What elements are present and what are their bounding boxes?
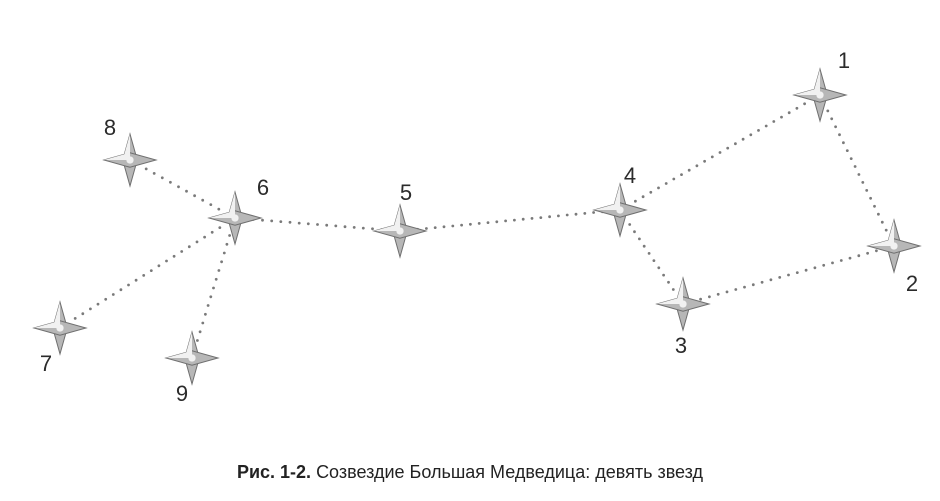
star-label-8: 8 bbox=[104, 115, 116, 141]
star-label-5: 5 bbox=[400, 180, 412, 206]
caption-prefix: Рис. 1-2. bbox=[237, 462, 311, 482]
star-label-1: 1 bbox=[838, 48, 850, 74]
star-label-3: 3 bbox=[675, 333, 687, 359]
star-node bbox=[166, 332, 218, 384]
constellation-figure: 1 2 3 4 5 6 7 8 9 Рис. 1-2. Созвездие Бо… bbox=[0, 0, 940, 501]
edges-layer bbox=[74, 102, 888, 342]
star-node bbox=[104, 134, 156, 186]
star-node bbox=[868, 220, 920, 272]
caption-text: Созвездие Большая Медведица: девять звез… bbox=[316, 462, 703, 482]
star-label-9: 9 bbox=[176, 381, 188, 407]
constellation-svg bbox=[0, 0, 940, 501]
figure-caption: Рис. 1-2. Созвездие Большая Медведица: д… bbox=[0, 462, 940, 483]
star-label-4: 4 bbox=[624, 163, 636, 189]
star-node bbox=[794, 69, 846, 121]
star-label-6: 6 bbox=[257, 175, 269, 201]
star-node bbox=[657, 278, 709, 330]
stars-layer bbox=[34, 69, 920, 384]
star-label-7: 7 bbox=[40, 351, 52, 377]
star-node bbox=[209, 192, 261, 244]
star-node bbox=[374, 205, 426, 257]
star-node bbox=[34, 302, 86, 354]
star-node bbox=[594, 184, 646, 236]
star-label-2: 2 bbox=[906, 271, 918, 297]
